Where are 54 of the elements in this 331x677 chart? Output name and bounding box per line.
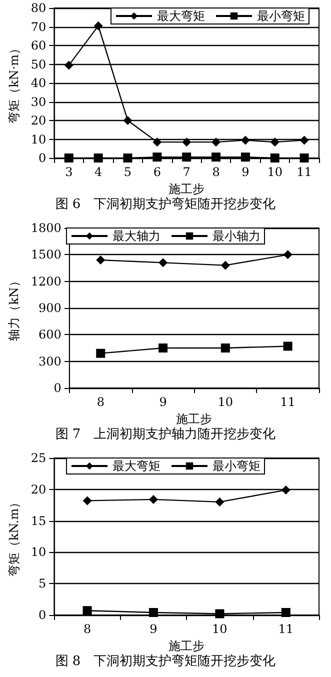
x-tick-label: 9 [150, 622, 158, 636]
y-tick-label: 30 [30, 94, 46, 109]
x-tick-label: 11 [280, 395, 296, 409]
x-tick-label: 3 [65, 165, 73, 179]
x-tick-label: 6 [153, 165, 161, 179]
y-tick-label: 600 [38, 328, 62, 342]
y-tick-label: 25 [30, 451, 46, 465]
x-tick-label: 10 [267, 165, 282, 179]
x-tick-label: 7 [182, 165, 190, 179]
x-axis-title: 施工步 [168, 638, 205, 653]
y-axis-title: 轴力（kN） [7, 275, 21, 341]
legend-label: 最大弯矩 [157, 9, 205, 23]
y-tick-label: 0 [54, 381, 62, 395]
legend-label: 最小弯矩 [212, 459, 260, 473]
y-tick-label: 0 [38, 151, 46, 165]
y-tick-label: 300 [38, 354, 62, 368]
legend-label: 最大弯矩 [112, 459, 160, 473]
y-tick-label: 1800 [30, 221, 62, 235]
y-tick-label: 1500 [30, 248, 62, 262]
y-tick-label: 900 [38, 301, 62, 315]
legend-label: 最小弯矩 [257, 9, 305, 23]
x-tick-label: 8 [212, 165, 220, 179]
x-tick-label: 10 [218, 395, 234, 409]
x-axis-title: 施工步 [176, 412, 212, 426]
y-tick-label: 10 [30, 545, 46, 560]
y-tick-label: 1200 [30, 274, 62, 288]
text: 图 8 下洞初期支护弯矩随开挖步变化 [55, 653, 276, 669]
y-tick-label: 20 [30, 482, 46, 496]
y-axis-title: 弯矩（kN·m） [7, 42, 21, 124]
x-tick-label: 10 [212, 622, 228, 636]
y-tick-label: 50 [30, 57, 46, 72]
x-tick-label: 5 [124, 165, 132, 179]
y-tick-label: 80 [30, 1, 46, 15]
x-tick-label: 11 [278, 622, 294, 636]
y-tick-label: 60 [30, 38, 46, 52]
x-axis-title: 施工步 [168, 182, 205, 196]
x-tick-label: 4 [94, 165, 102, 179]
x-tick-label: 11 [296, 165, 312, 179]
text: 图 6 下洞初期支护弯矩随开挖步变化 [55, 196, 276, 212]
y-tick-label: 0 [38, 608, 46, 622]
y-tick-label: 20 [30, 114, 46, 128]
x-tick-label: 9 [242, 165, 250, 179]
text: 图 7 上洞初期支护轴力随开挖步变化 [55, 427, 276, 442]
legend-label: 最大轴力 [112, 229, 160, 243]
x-tick-label: 9 [159, 395, 167, 409]
x-tick-label: 8 [96, 395, 104, 409]
x-tick-label: 8 [83, 622, 92, 636]
legend-label: 最小轴力 [212, 229, 260, 243]
y-tick-label: 40 [30, 76, 46, 90]
y-tick-label: 5 [38, 576, 46, 591]
y-tick-label: 10 [30, 132, 46, 146]
y-tick-label: 70 [30, 20, 46, 34]
y-axis-title: 弯矩（kN.m） [7, 496, 21, 577]
y-tick-label: 15 [30, 514, 46, 528]
